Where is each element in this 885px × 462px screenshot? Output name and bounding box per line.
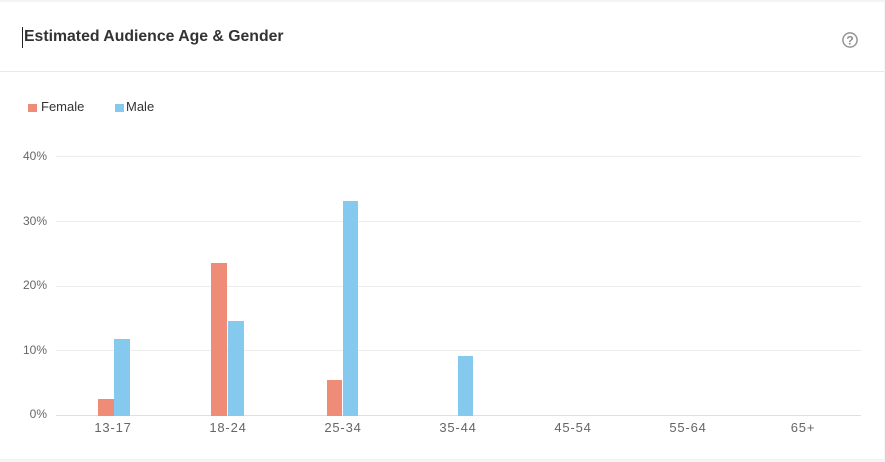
svg-text:?: ? bbox=[846, 33, 854, 47]
